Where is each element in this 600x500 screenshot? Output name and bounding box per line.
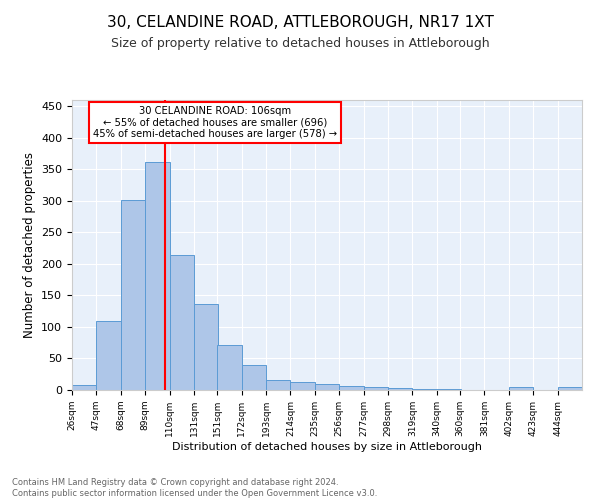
Bar (72, 385, 97, 390)
Bar (388, 388, 412, 390)
Bar (339, 386, 364, 390)
X-axis label: Distribution of detached houses by size in Attleborough: Distribution of detached houses by size … (172, 442, 482, 452)
Text: 30 CELANDINE ROAD: 106sqm
← 55% of detached houses are smaller (696)
45% of semi: 30 CELANDINE ROAD: 106sqm ← 55% of detac… (93, 106, 337, 139)
Bar (509, 387, 533, 390)
Text: Contains HM Land Registry data © Crown copyright and database right 2024.
Contai: Contains HM Land Registry data © Crown c… (12, 478, 377, 498)
Y-axis label: Number of detached properties: Number of detached properties (23, 152, 35, 338)
Bar (217, 345, 242, 390)
Bar (242, 366, 266, 390)
Text: 30, CELANDINE ROAD, ATTLEBOROUGH, NR17 1XT: 30, CELANDINE ROAD, ATTLEBOROUGH, NR17 1… (107, 15, 493, 30)
Bar (121, 200, 145, 390)
Bar (97, 322, 121, 390)
Bar (170, 255, 194, 390)
Bar (557, 387, 582, 390)
Bar (194, 304, 218, 390)
Bar (145, 162, 170, 390)
Bar (412, 388, 437, 390)
Bar (290, 382, 315, 390)
Bar (266, 380, 290, 390)
Bar (364, 387, 388, 390)
Text: Size of property relative to detached houses in Attleborough: Size of property relative to detached ho… (110, 38, 490, 51)
Bar (315, 384, 339, 390)
